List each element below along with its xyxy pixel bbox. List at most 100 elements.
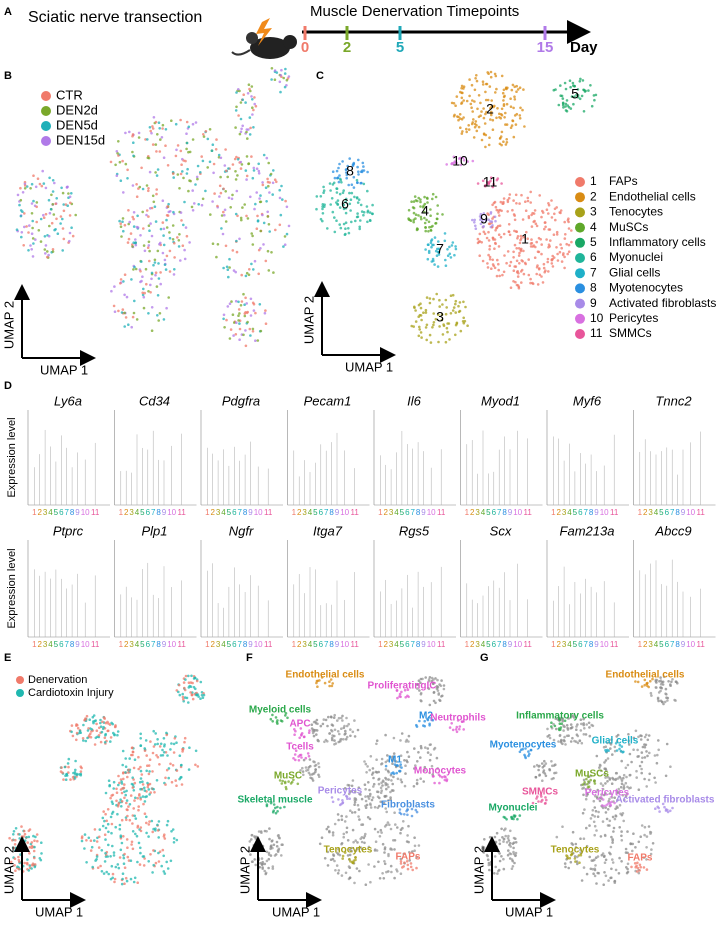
cell-dot <box>502 867 506 871</box>
cell-dot <box>150 306 154 309</box>
cell-dot <box>120 800 124 803</box>
cell-dot <box>560 94 564 98</box>
cell-dot <box>415 725 419 728</box>
cell-dot <box>333 176 337 180</box>
cell-dot <box>487 143 491 147</box>
timepoint-label: 15 <box>537 39 554 56</box>
cell-dot <box>375 758 378 761</box>
cell-dot <box>341 191 345 195</box>
cell-dot <box>344 221 348 224</box>
cell-dot <box>626 867 629 871</box>
cell-dot <box>432 312 436 315</box>
cell-dot <box>585 723 588 726</box>
cell-dot <box>376 830 380 834</box>
cell-dot <box>428 743 432 747</box>
cell-dot <box>475 129 479 133</box>
cell-dot <box>651 842 655 845</box>
cell-dot <box>76 726 80 730</box>
cell-dot <box>70 226 73 229</box>
cell-dot <box>242 93 245 96</box>
cluster-tick-label: 4 <box>308 640 313 649</box>
cell-dot <box>275 845 279 848</box>
cell-dot <box>130 840 134 844</box>
cell-dot <box>162 227 166 231</box>
cluster-tick-label: 4 <box>48 640 53 649</box>
cluster-tick-label: 10 <box>167 640 176 649</box>
cell-dot <box>494 241 497 245</box>
cell-dot <box>148 259 151 263</box>
cell-dot <box>420 217 423 221</box>
cell-dot <box>159 271 162 274</box>
cluster-tick-label: 4 <box>481 640 486 649</box>
cell-dot <box>399 763 403 766</box>
cell-dot <box>67 757 71 761</box>
cell-dot <box>663 700 667 704</box>
cell-dot <box>73 771 77 774</box>
cell-dot <box>449 256 453 259</box>
cell-dot <box>298 736 302 740</box>
cell-dot <box>491 217 494 220</box>
cell-dot <box>529 277 532 281</box>
legend-label: Activated fibroblasts <box>609 296 716 310</box>
cell-dot <box>367 781 370 784</box>
cell-dot <box>143 291 146 295</box>
cell-dot <box>583 808 586 811</box>
cell-dot <box>83 847 86 850</box>
cluster-tick-label: 6 <box>578 508 583 517</box>
cell-dot <box>648 772 651 776</box>
cell-dot <box>482 116 486 120</box>
cell-dot <box>560 738 563 742</box>
cell-dot <box>245 155 249 158</box>
cell-dot <box>489 70 493 74</box>
cell-dot <box>27 231 30 234</box>
cell-dot <box>267 866 270 870</box>
cell-dot <box>17 867 21 871</box>
cell-dot <box>301 770 305 773</box>
cell-dot <box>355 215 359 219</box>
cell-dot <box>470 106 473 109</box>
cluster-tick-label: 10 <box>340 640 349 649</box>
cell-dot <box>219 191 223 195</box>
cell-dot <box>330 723 334 726</box>
cell-dot <box>147 312 150 315</box>
cell-dot <box>66 204 69 207</box>
cell-dot <box>74 768 77 772</box>
cell-dot <box>241 98 244 101</box>
cell-dot <box>547 212 550 215</box>
cell-dot <box>137 808 140 812</box>
cell-dot <box>650 694 653 697</box>
cell-dot <box>356 212 359 215</box>
cell-dot <box>151 770 154 773</box>
cluster-tick-label: 10 <box>600 640 609 649</box>
cell-dot <box>127 859 131 862</box>
cell-dot <box>158 745 162 748</box>
cell-dot <box>546 257 550 261</box>
cell-dot <box>417 315 421 319</box>
cell-dot <box>222 317 225 321</box>
cell-dot <box>271 720 275 723</box>
cell-dot <box>265 156 269 160</box>
cell-dot <box>338 192 342 196</box>
cell-dot <box>402 852 406 856</box>
cell-dot <box>516 817 519 821</box>
cell-dot <box>294 729 297 733</box>
cell-dot <box>502 197 506 200</box>
cell-dot <box>271 865 275 868</box>
cell-dot <box>226 175 229 179</box>
cell-dot <box>110 822 114 826</box>
cell-dot <box>191 209 195 212</box>
cell-dot <box>342 738 345 741</box>
cell-dot <box>410 324 414 328</box>
cell-dot <box>113 733 116 737</box>
cell-dot <box>601 806 605 810</box>
cell-dot <box>119 798 122 801</box>
cell-dot <box>360 210 364 213</box>
cell-dot <box>493 266 497 270</box>
cell-dot <box>467 128 471 131</box>
cell-dot <box>426 718 430 722</box>
cell-dot <box>212 171 215 175</box>
cell-dot <box>494 229 497 232</box>
cell-dot <box>341 719 344 722</box>
cell-dot <box>380 757 384 761</box>
cell-dot <box>350 849 353 853</box>
